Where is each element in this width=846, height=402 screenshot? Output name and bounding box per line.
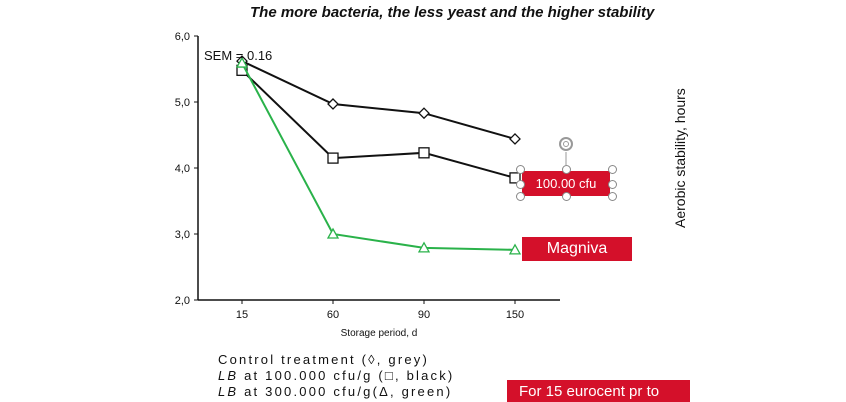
- legend: Control treatment (◊, grey) LB at 100.00…: [218, 352, 454, 400]
- triangle-marker: [417, 241, 431, 253]
- legend-lb100-text: at 100.000 cfu/g (□, black): [238, 368, 455, 383]
- x-tick-label: 90: [418, 309, 430, 321]
- square-marker: [509, 172, 521, 184]
- selected-textbox-100cfu[interactable]: 100.00 cfu: [522, 171, 610, 196]
- x-axis-label: Storage period, d: [341, 328, 418, 339]
- resize-handle[interactable]: [608, 192, 617, 201]
- resize-handle[interactable]: [562, 165, 571, 174]
- series-line-2: [241, 62, 516, 251]
- square-marker: [418, 147, 430, 159]
- legend-lb300: LB at 300.000 cfu/g(Δ, green): [218, 384, 454, 400]
- resize-handle[interactable]: [516, 180, 525, 189]
- price-banner[interactable]: For 15 eurocent pr to: [507, 380, 690, 402]
- page-title: The more bacteria, the less yeast and th…: [250, 4, 655, 21]
- series-line-0: [241, 60, 516, 140]
- x-tick-label: 15: [236, 309, 248, 321]
- y-tick-label: 2,0: [175, 295, 190, 307]
- y-tick-label: 3,0: [175, 229, 190, 241]
- triangle-marker: [235, 56, 249, 68]
- right-axis-label: Aerobic stability, hours: [672, 88, 688, 228]
- magniva-label[interactable]: Magniva: [522, 237, 632, 261]
- legend-lb300-text: at 300.000 cfu/g(Δ, green): [238, 384, 453, 399]
- series-line-1: [241, 69, 516, 179]
- legend-control-text: Control treatment (◊, grey): [218, 352, 430, 367]
- diamond-marker: [418, 107, 430, 120]
- diamond-marker: [327, 98, 339, 110]
- legend-lb100-prefix: LB: [218, 368, 239, 383]
- triangle-marker: [326, 227, 340, 239]
- resize-handle[interactable]: [516, 192, 525, 201]
- legend-lb300-prefix: LB: [218, 384, 239, 399]
- resize-handle[interactable]: [608, 165, 617, 174]
- resize-handle[interactable]: [516, 165, 525, 174]
- resize-handle[interactable]: [608, 180, 617, 189]
- legend-control: Control treatment (◊, grey): [218, 352, 454, 368]
- diamond-marker: [509, 133, 521, 145]
- y-tick-label: 4,0: [175, 163, 190, 175]
- x-tick-label: 150: [506, 309, 524, 321]
- square-marker: [327, 152, 339, 164]
- triangle-marker: [508, 243, 522, 255]
- sem-annotation: SEM = 0.16: [204, 48, 272, 63]
- y-tick-label: 6,0: [175, 31, 190, 43]
- resize-handle[interactable]: [562, 192, 571, 201]
- x-tick-label: 60: [327, 309, 339, 321]
- legend-lb100: LB at 100.000 cfu/g (□, black): [218, 368, 454, 384]
- y-tick-label: 5,0: [175, 97, 190, 109]
